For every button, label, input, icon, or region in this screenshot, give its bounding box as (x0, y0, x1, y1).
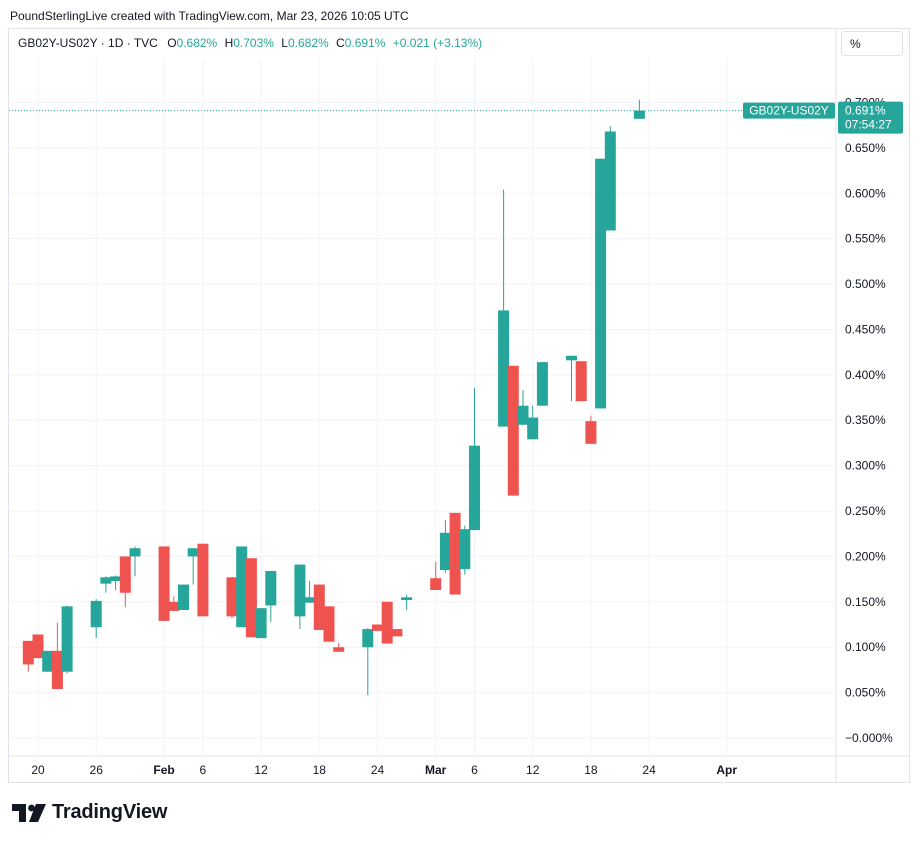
candle-body (324, 606, 335, 641)
grid-layer (9, 58, 836, 756)
y-tick-label: 0.100% (845, 640, 886, 654)
x-tick-label: 24 (642, 763, 656, 777)
legend-high-label: H (225, 36, 234, 50)
y-tick-label: 0.450% (845, 322, 886, 336)
candle-body (304, 597, 315, 602)
candle-body (256, 608, 267, 638)
candle-body (585, 421, 596, 444)
legend-close-label: C (336, 36, 345, 50)
legend-close-value: 0.691% (345, 36, 386, 50)
y-tick-label: 0.050% (845, 686, 886, 700)
candle-body (401, 597, 412, 600)
y-tick-label: 0.400% (845, 368, 886, 382)
candle-body (508, 366, 519, 496)
candle-body (294, 565, 305, 617)
candle-body (168, 602, 179, 611)
candle-body (188, 548, 199, 556)
y-tick-label: 0.550% (845, 232, 886, 246)
candle-body (459, 529, 470, 569)
candle-body (159, 546, 170, 620)
candle-body (62, 606, 73, 671)
x-tick-label: Feb (153, 763, 174, 777)
y-tick-label: 0.600% (845, 186, 886, 200)
candle-body (450, 513, 461, 595)
y-tick-label: 0.200% (845, 549, 886, 563)
x-tick-label: 18 (584, 763, 598, 777)
x-tick-label: Apr (716, 763, 737, 777)
candle-body (469, 446, 480, 530)
ohlc-legend: GB02Y-US02Y · 1D · TVC O0.682% H0.703% L… (18, 36, 482, 50)
candle-body (527, 418, 538, 440)
y-tick-label: 0.650% (845, 141, 886, 155)
y-tick-label: 0.300% (845, 459, 886, 473)
candle-body (498, 310, 509, 426)
candle-body (52, 651, 63, 689)
legend-open-label: O (167, 36, 176, 50)
x-tick-label: 24 (371, 763, 385, 777)
x-tick-label: 12 (254, 763, 268, 777)
candle-body (120, 556, 131, 592)
tradingview-logo-icon (12, 804, 46, 822)
price-tag-value: 0.691% (845, 104, 886, 118)
candle-body (246, 558, 257, 637)
candle-body (110, 576, 121, 581)
symbol-tag-text: GB02Y-US02Y (749, 104, 829, 118)
candle-body (566, 356, 577, 361)
candle-body (178, 585, 189, 610)
candle-body (236, 546, 247, 627)
legend-symbol: GB02Y-US02Y · 1D · TVC (18, 36, 158, 50)
candle-layer (9, 100, 836, 696)
candle-body (634, 111, 645, 119)
x-tick-label: 20 (31, 763, 45, 777)
candle-body (23, 641, 34, 665)
x-tick-label: 6 (471, 763, 478, 777)
candle-body (362, 629, 373, 647)
legend-high-value: 0.703% (233, 36, 274, 50)
candle-body (42, 651, 53, 672)
y-tick-label: 0.250% (845, 504, 886, 518)
tradingview-logo-text: TradingView (52, 801, 167, 824)
candle-body (265, 571, 276, 606)
candle-body (537, 362, 548, 406)
x-tick-label: 6 (200, 763, 207, 777)
candle-body (391, 629, 402, 636)
candle-body (605, 132, 616, 231)
y-tick-label: 0.150% (845, 595, 886, 609)
candle-body (100, 577, 111, 583)
candle-body (440, 533, 451, 570)
x-tick-label: 12 (526, 763, 540, 777)
legend-low-label: L (281, 36, 288, 50)
x-tick-label: 26 (90, 763, 104, 777)
y-tick-label: 0.350% (845, 413, 886, 427)
tradingview-logo[interactable]: TradingView (12, 801, 167, 824)
candle-body (130, 548, 141, 556)
legend-open-value: 0.682% (177, 36, 218, 50)
candle-body (576, 361, 587, 401)
x-tick-label: 18 (313, 763, 327, 777)
legend-change: +0.021 (+3.13%) (393, 36, 482, 50)
candle-body (227, 577, 238, 616)
unit-button[interactable]: % (841, 31, 903, 56)
y-tick-label: −0.000% (845, 731, 893, 745)
candle-body (91, 601, 102, 627)
candle-body (382, 602, 393, 644)
axis-layer: 0.700%0.650%0.600%0.550%0.500%0.450%0.40… (9, 29, 909, 782)
legend-low-value: 0.682% (288, 36, 329, 50)
candle-body (372, 625, 383, 631)
candle-body (197, 544, 208, 617)
candle-body (518, 406, 529, 425)
candle-body (314, 585, 325, 630)
y-tick-label: 0.500% (845, 277, 886, 291)
candle-body (33, 634, 44, 658)
x-tick-label: Mar (425, 763, 447, 777)
candle-body (430, 578, 441, 590)
price-tag-countdown: 07:54:27 (845, 118, 892, 132)
candle-body (595, 159, 606, 409)
candle-body (333, 647, 344, 652)
